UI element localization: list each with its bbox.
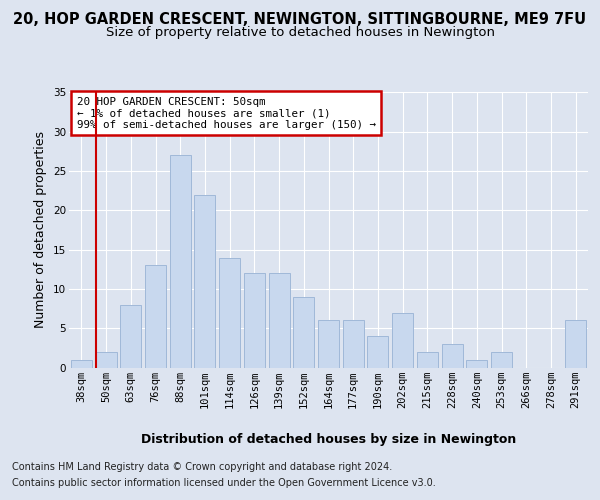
Bar [392, 312, 413, 368]
Bar [318, 320, 339, 368]
Bar [269, 273, 290, 368]
Bar [466, 360, 487, 368]
Bar [293, 297, 314, 368]
Bar [244, 273, 265, 368]
Bar [170, 156, 191, 368]
Bar [565, 320, 586, 368]
Bar [367, 336, 388, 368]
Bar [194, 194, 215, 368]
Bar [491, 352, 512, 368]
Bar [95, 352, 116, 368]
Text: Size of property relative to detached houses in Newington: Size of property relative to detached ho… [106, 26, 494, 39]
Bar [145, 266, 166, 368]
Text: Contains HM Land Registry data © Crown copyright and database right 2024.: Contains HM Land Registry data © Crown c… [12, 462, 392, 472]
Text: 20, HOP GARDEN CRESCENT, NEWINGTON, SITTINGBOURNE, ME9 7FU: 20, HOP GARDEN CRESCENT, NEWINGTON, SITT… [13, 12, 587, 28]
Text: 20 HOP GARDEN CRESCENT: 50sqm
← 1% of detached houses are smaller (1)
99% of sem: 20 HOP GARDEN CRESCENT: 50sqm ← 1% of de… [77, 96, 376, 130]
Bar [120, 304, 141, 368]
Y-axis label: Number of detached properties: Number of detached properties [34, 132, 47, 328]
Bar [343, 320, 364, 368]
Text: Contains public sector information licensed under the Open Government Licence v3: Contains public sector information licen… [12, 478, 436, 488]
Bar [219, 258, 240, 368]
Bar [417, 352, 438, 368]
Bar [442, 344, 463, 368]
Text: Distribution of detached houses by size in Newington: Distribution of detached houses by size … [141, 432, 517, 446]
Bar [71, 360, 92, 368]
